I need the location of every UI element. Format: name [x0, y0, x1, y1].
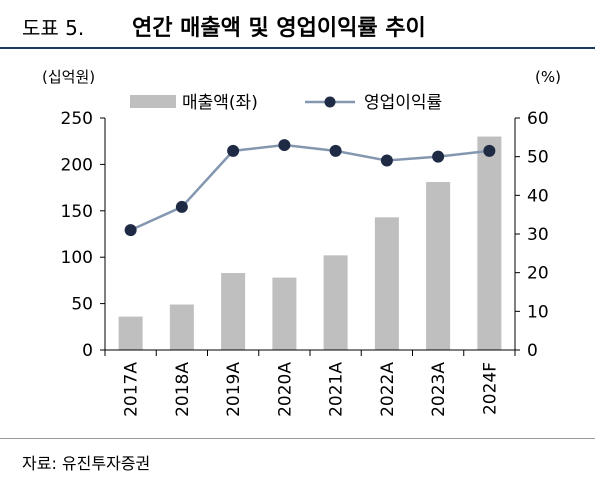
x-tick-label-2019A: 2019A: [224, 362, 244, 417]
right-tick-label: 30: [527, 225, 549, 245]
figure-label: 도표 5.: [22, 16, 85, 40]
margin-point-2020A: [278, 139, 291, 152]
margin-line: [124, 139, 496, 237]
source-divider: [0, 438, 595, 439]
margin-point-2017A: [124, 224, 137, 237]
left-axis-ticks: 0 50 100 150 200 250: [61, 109, 105, 361]
right-tick-label: 0: [527, 341, 538, 361]
margin-point-2022A: [380, 154, 393, 167]
revenue-bar-2018A: [169, 304, 194, 350]
x-tick-label-2022A: 2022A: [378, 362, 398, 417]
legend-line-label: 영업이익률: [364, 93, 442, 113]
x-tick-label-2024F: 2024F: [480, 362, 500, 415]
revenue-bar-2020A: [272, 277, 297, 350]
left-tick-label: 200: [61, 155, 93, 175]
margin-point-2021A: [329, 144, 342, 157]
margin-point-2024F: [483, 144, 496, 157]
margin-point-2018A: [175, 200, 188, 213]
left-tick-label: 250: [61, 109, 93, 129]
right-tick-label: 20: [527, 264, 549, 284]
title-divider: [0, 47, 595, 49]
right-axis-ticks: 0 10 20 30 40 50 60: [515, 109, 549, 361]
revenue-bar-2022A: [374, 217, 399, 350]
left-tick-label: 100: [61, 248, 93, 268]
legend-line-marker: [324, 96, 336, 108]
right-tick-label: 40: [527, 186, 549, 206]
x-tick-label-2021A: 2021A: [327, 362, 347, 417]
source-note: 자료: 유진투자증권: [22, 454, 151, 473]
figure-title: 연간 매출액 및 영업이익률 추이: [132, 16, 426, 41]
right-tick-label: 50: [527, 148, 549, 168]
margin-point-2023A: [432, 150, 445, 163]
x-tick-label-2018A: 2018A: [173, 362, 193, 417]
x-tick-label-2020A: 2020A: [275, 362, 295, 417]
revenue-bar-2017A: [118, 316, 143, 350]
left-tick-label: 150: [61, 202, 93, 222]
revenue-bar-2023A: [426, 182, 451, 350]
right-tick-label: 60: [527, 109, 549, 129]
revenue-bar-2024F: [477, 136, 502, 350]
right-axis-unit: (%): [535, 68, 561, 86]
x-tick-label-2017A: 2017A: [122, 362, 142, 417]
figure-header: 도표 5. 연간 매출액 및 영업이익률 추이: [0, 0, 595, 44]
x-tick-label-2023A: 2023A: [429, 362, 449, 417]
x-axis-ticks: 2017A 2018A 2019A 2020A 2021A 2022A 2023A 2024F: [122, 362, 501, 417]
revenue-bar-2021A: [323, 255, 348, 350]
margin-line-path: [130, 143, 490, 232]
legend: 매출액(좌) 영업이익률: [130, 93, 442, 113]
revenue-bar-2019A: [221, 272, 246, 350]
left-tick-label: 0: [82, 341, 93, 361]
left-tick-label: 50: [71, 295, 93, 315]
revenue-bars: [118, 136, 502, 350]
legend-bar-swatch: [130, 95, 176, 108]
legend-bar-label: 매출액(좌): [182, 93, 258, 113]
margin-point-2019A: [227, 144, 240, 157]
left-axis-unit: (십억원): [42, 68, 95, 86]
right-tick-label: 10: [527, 302, 549, 322]
